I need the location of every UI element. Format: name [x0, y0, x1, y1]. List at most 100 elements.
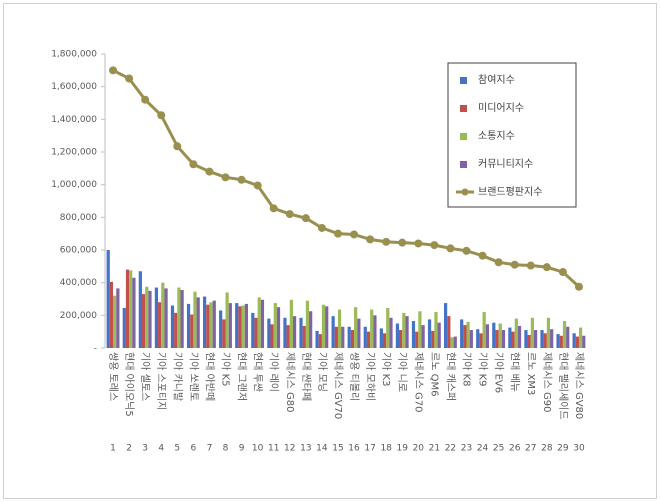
bar	[132, 277, 136, 348]
y-tick-label: 1,600,000	[51, 82, 97, 92]
bar	[203, 296, 207, 348]
y-tick-label: 400,000	[60, 278, 97, 288]
x-tick-label: 제네시스 GV70	[332, 352, 344, 419]
bar	[109, 281, 114, 348]
legend-label: 미디어지수	[478, 102, 524, 114]
bar	[341, 326, 345, 348]
bar	[305, 300, 310, 348]
bar	[318, 334, 322, 348]
bar	[386, 307, 390, 348]
rank-label: 24	[477, 444, 489, 454]
rank-label: 23	[461, 444, 472, 454]
bar	[476, 329, 480, 348]
legend-swatch-marker	[461, 188, 469, 196]
bar	[492, 322, 496, 348]
bar	[550, 329, 554, 348]
bar	[273, 303, 277, 348]
bar	[354, 307, 358, 348]
bar	[141, 294, 146, 348]
x-tick-label: 기아 K8	[461, 352, 473, 387]
rank-label: 27	[525, 444, 536, 454]
rank-label: 13	[300, 444, 311, 454]
rank-label: 12	[284, 444, 295, 454]
line-marker	[189, 160, 198, 169]
rank-label: 19	[397, 444, 409, 454]
line-marker	[205, 167, 214, 176]
bar	[370, 309, 374, 348]
bar	[546, 317, 551, 348]
line-marker	[109, 66, 118, 75]
line-marker	[285, 210, 294, 219]
bar	[405, 316, 409, 348]
bar	[283, 317, 287, 348]
bar	[540, 330, 544, 348]
bar	[106, 250, 110, 348]
legend-label: 커뮤니티지수	[478, 158, 533, 170]
x-tick-label: 르노 QM6	[428, 352, 440, 396]
x-tick-label: 기아 셀토스	[139, 352, 151, 401]
bar	[170, 305, 175, 348]
bar	[158, 302, 162, 348]
bar	[350, 330, 355, 348]
line-marker	[253, 181, 262, 190]
bar	[196, 297, 200, 348]
rank-label: 3	[142, 444, 148, 454]
x-tick-label: 기아 K9	[477, 352, 489, 386]
line-marker	[157, 111, 166, 120]
bar	[566, 326, 570, 348]
bar	[415, 331, 419, 348]
bar	[334, 326, 338, 348]
bar	[418, 311, 422, 348]
legend-label: 소통지수	[478, 130, 515, 142]
bar	[206, 304, 210, 348]
bar	[225, 292, 229, 348]
bar	[450, 337, 454, 348]
line-marker	[125, 74, 134, 83]
line-marker	[398, 238, 407, 247]
rank-label: 10	[252, 444, 264, 454]
bar	[447, 316, 451, 348]
bar	[373, 315, 377, 348]
bar	[219, 310, 223, 348]
bar	[453, 336, 457, 348]
bar	[495, 330, 499, 348]
line-marker	[526, 261, 535, 270]
line-marker	[414, 239, 423, 248]
bar	[575, 336, 579, 348]
bar	[533, 330, 538, 348]
rank-label: 14	[316, 444, 328, 454]
line-marker	[494, 258, 503, 267]
legend-label: 브랜드평판지수	[478, 186, 542, 198]
line-marker	[430, 241, 439, 250]
x-tick-label: 현대 그랜저	[236, 352, 248, 401]
rank-label: 16	[348, 444, 360, 454]
bar	[309, 311, 313, 348]
bar	[498, 323, 502, 348]
bar	[129, 270, 133, 348]
rank-label: 26	[509, 444, 521, 454]
bar	[116, 288, 120, 348]
bar	[508, 327, 512, 348]
y-tick-label: 1,000,000	[51, 180, 97, 190]
bar	[527, 334, 531, 348]
line-marker	[141, 95, 150, 104]
bar	[289, 299, 293, 348]
bar	[517, 325, 522, 348]
bar	[421, 325, 425, 348]
x-tick-label: 쌍용 토레스	[107, 352, 119, 401]
y-tick-label: 1,400,000	[51, 115, 97, 125]
bar	[395, 323, 400, 348]
bar	[578, 327, 583, 348]
bar	[276, 307, 281, 348]
bar	[357, 318, 361, 348]
bar	[469, 330, 473, 348]
rank-label: 25	[493, 444, 504, 454]
line-marker	[558, 268, 567, 277]
bar	[209, 302, 213, 348]
x-tick-label: 현대 싼타페	[300, 352, 312, 401]
rank-label: 18	[380, 444, 392, 454]
bar	[511, 331, 515, 348]
bar	[113, 295, 117, 348]
x-tick-label: 기아 모닝	[316, 352, 328, 392]
